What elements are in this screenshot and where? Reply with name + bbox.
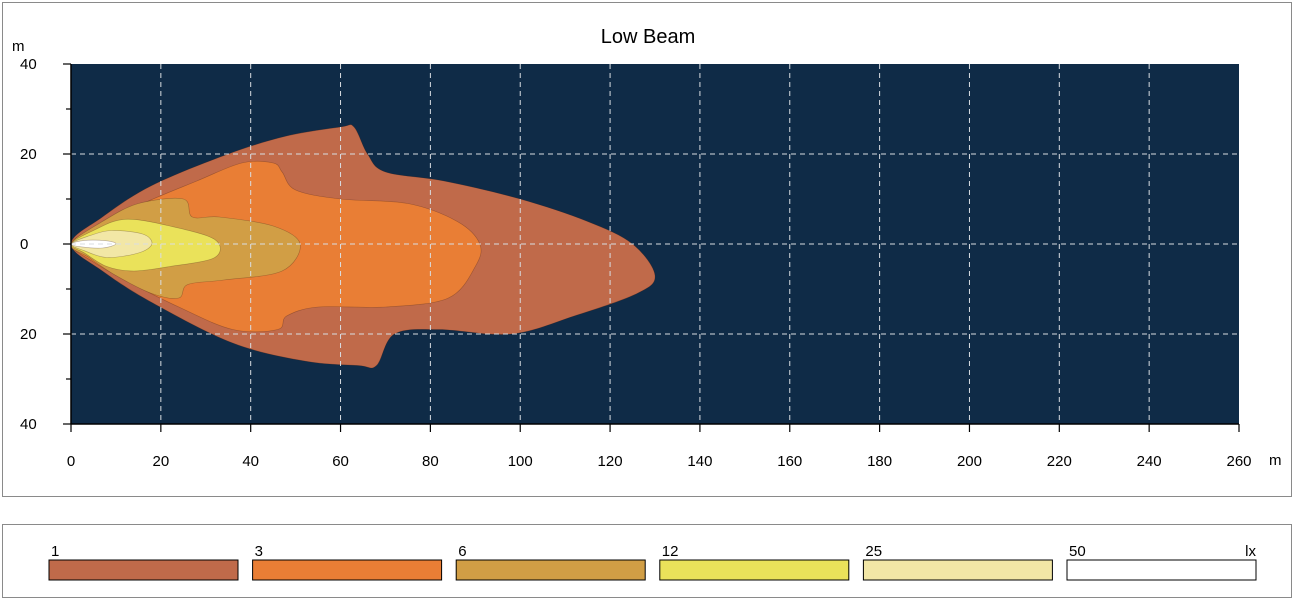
legend-label-12-lx: 12 xyxy=(662,543,679,560)
legend-label-25-lx: 25 xyxy=(865,543,882,560)
x-tick-label: 120 xyxy=(598,453,623,470)
legend-swatch-25-lx xyxy=(862,559,1053,581)
legend-panel: lx 1 3 6 12 25 50 xyxy=(2,524,1292,598)
legend-label-3-lx: 3 xyxy=(255,543,263,560)
x-tick-label: 140 xyxy=(687,453,712,470)
y-tick-label: 20 xyxy=(20,326,37,343)
legend-label-1-lx: 1 xyxy=(51,543,59,560)
x-tick-label: 240 xyxy=(1137,453,1162,470)
x-tick-label: 80 xyxy=(422,453,439,470)
x-tick-label: 160 xyxy=(777,453,802,470)
y-tick-label: 40 xyxy=(20,56,37,73)
y-tick-label: 0 xyxy=(20,236,28,253)
legend-swatch-3-lx xyxy=(252,559,443,581)
x-tick-label: 200 xyxy=(957,453,982,470)
y-axis-unit: m xyxy=(12,38,25,55)
isolux-contours xyxy=(70,124,656,369)
chart-panel: Low Beam m m 0 20 40 60 80 100 120 140 160 180 200… xyxy=(2,2,1292,497)
x-tick-label: 220 xyxy=(1047,453,1072,470)
legend-label-50-lx: 50 xyxy=(1069,543,1086,560)
x-tick-label: 260 xyxy=(1226,453,1251,470)
x-tick-label: 0 xyxy=(67,453,75,470)
y-tick-label: 20 xyxy=(20,146,37,163)
chart-title: Low Beam xyxy=(601,26,696,48)
legend-label-6-lx: 6 xyxy=(458,543,466,560)
legend-unit-label: lx xyxy=(1245,543,1256,560)
x-tick-label: 100 xyxy=(508,453,533,470)
grid-lines xyxy=(71,64,1239,424)
x-tick-label: 180 xyxy=(867,453,892,470)
axes: 0 20 40 60 80 100 120 140 160 180 200 220 240 2604020… xyxy=(20,56,1252,470)
x-axis-unit: m xyxy=(1269,452,1282,469)
legend-swatch-1-lx xyxy=(48,559,239,581)
x-tick-label: 20 xyxy=(153,453,170,470)
legend-swatch-50-lx xyxy=(1066,559,1257,581)
legend-swatch-6-lx xyxy=(455,559,646,581)
legend-swatch-12-lx xyxy=(659,559,850,581)
x-tick-label: 40 xyxy=(242,453,259,470)
legend: lx 1 3 6 12 25 50 xyxy=(48,543,1257,581)
y-tick-label: 40 xyxy=(20,416,37,433)
x-tick-label: 60 xyxy=(332,453,349,470)
isolux-chart: Low Beam m m 0 20 40 60 80 100 120 140 160 180 200… xyxy=(12,26,1282,470)
